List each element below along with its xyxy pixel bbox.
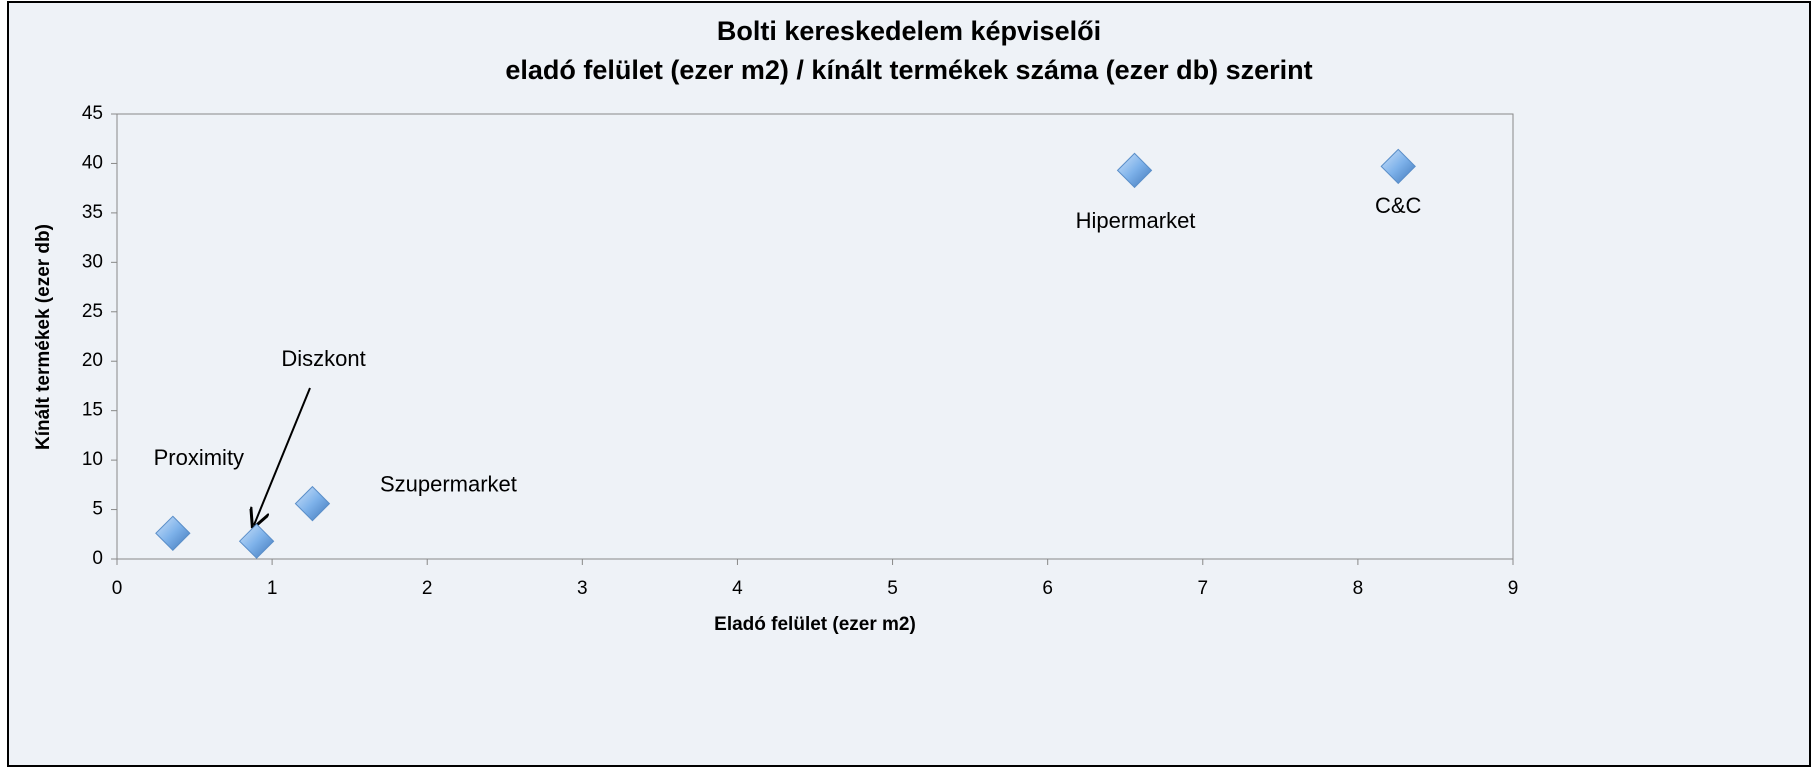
y-tick-label: 15 (82, 400, 103, 421)
x-tick-label: 7 (1197, 578, 1208, 599)
x-tick-label: 2 (422, 578, 433, 599)
x-tick-label: 8 (1353, 578, 1364, 599)
marker (1380, 148, 1416, 185)
chart-title: eladó felület (ezer m2) / kínált terméke… (505, 55, 1312, 85)
frame (7, 1, 1811, 767)
x-tick-label: 5 (887, 578, 898, 599)
point-label: Proximity (154, 445, 244, 470)
y-tick-label: 25 (82, 301, 103, 322)
x-axis-label: Eladó felület (ezer m2) (714, 614, 916, 635)
x-tick-label: 0 (112, 578, 123, 599)
y-tick-label: 5 (92, 499, 103, 520)
marker (155, 515, 191, 551)
x-tick-label: 4 (732, 578, 743, 599)
y-tick-label: 20 (82, 350, 103, 371)
point-label: Szupermarket (380, 471, 517, 496)
point-label: C&C (1375, 193, 1422, 218)
chart-title: Bolti kereskedelem képviselői (717, 16, 1101, 46)
y-axis-label: Kínált termékek (ezer db) (33, 224, 54, 450)
marker (1116, 152, 1153, 189)
x-tick-label: 3 (577, 578, 588, 599)
y-tick-label: 45 (82, 103, 103, 124)
y-tick-label: 10 (82, 449, 103, 470)
x-tick-label: 9 (1508, 578, 1519, 599)
x-tick-label: 6 (1042, 578, 1053, 599)
y-tick-label: 35 (82, 202, 103, 223)
point-label: Diszkont (281, 346, 365, 371)
x-tick-label: 1 (267, 578, 278, 599)
y-tick-label: 0 (92, 548, 103, 569)
y-tick-label: 40 (82, 152, 103, 173)
point-label: Hipermarket (1076, 208, 1196, 233)
marker (238, 523, 275, 559)
y-tick-label: 30 (82, 251, 103, 272)
arrow (254, 387, 311, 525)
marker (294, 485, 331, 522)
